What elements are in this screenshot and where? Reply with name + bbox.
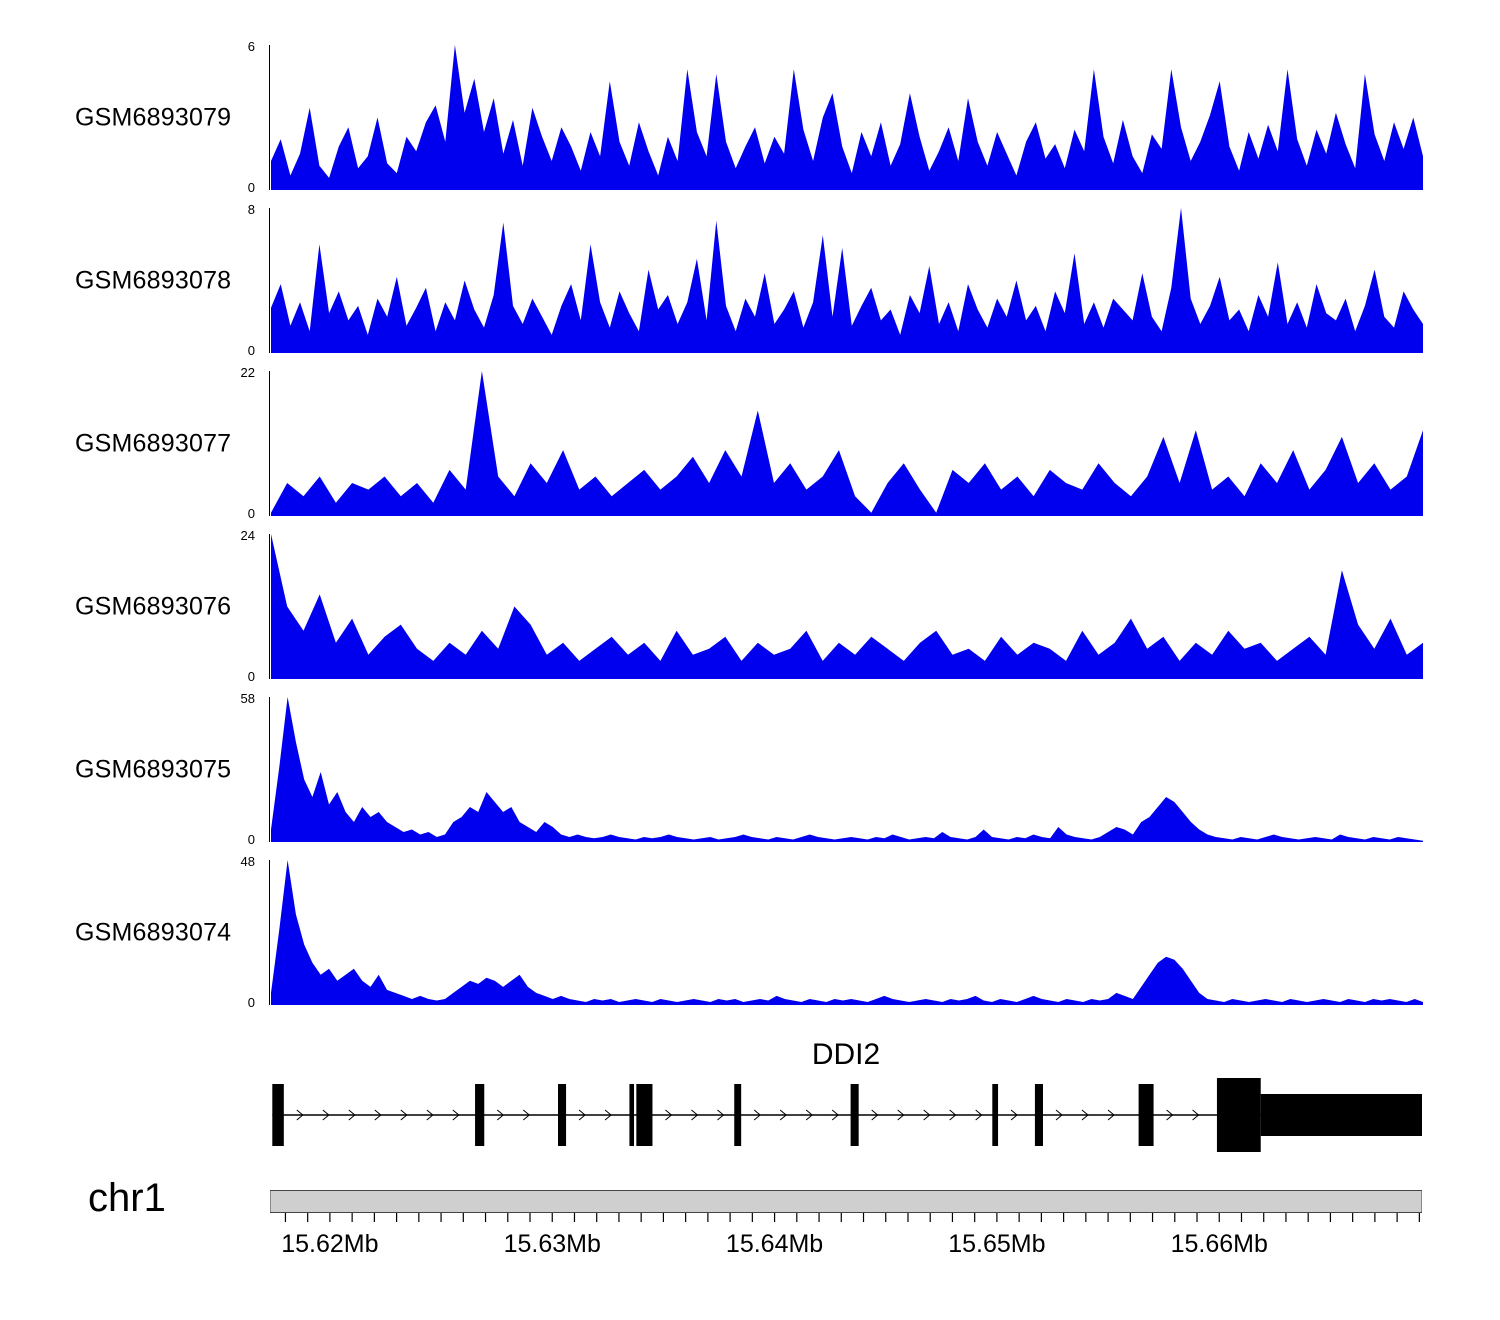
y-axis-zero: 0 — [247, 343, 255, 358]
coverage-plot — [271, 45, 1423, 190]
y-axis-zero: 0 — [247, 669, 255, 684]
svg-text:15.63Mb: 15.63Mb — [504, 1230, 601, 1258]
gene-model-svg — [272, 1078, 1422, 1152]
coverage-plot-area — [269, 45, 1423, 190]
chromosome-label: chr1 — [88, 1176, 166, 1220]
svg-text:15.62Mb: 15.62Mb — [281, 1230, 378, 1258]
y-axis-max: 48 — [240, 854, 255, 869]
y-axis-zero: 0 — [247, 506, 255, 521]
coverage-plot — [271, 697, 1423, 842]
coverage-plot-area — [269, 534, 1423, 679]
y-axis-max: 58 — [240, 691, 255, 706]
y-axis-zero: 0 — [247, 180, 255, 195]
y-axis-zero: 0 — [247, 995, 255, 1010]
svg-text:15.66Mb: 15.66Mb — [1171, 1230, 1268, 1258]
coverage-plot — [271, 371, 1423, 516]
y-axis-max: 8 — [247, 202, 255, 217]
track-label: GSM6893079 — [75, 103, 232, 131]
svg-text:15.65Mb: 15.65Mb — [948, 1230, 1045, 1258]
coverage-plot — [271, 208, 1423, 353]
track-row: GSM6893077 22 0 — [0, 366, 1500, 520]
track-row: GSM6893076 24 0 — [0, 529, 1500, 683]
y-axis-max: 6 — [247, 39, 255, 54]
track-row: GSM6893078 8 0 — [0, 203, 1500, 357]
coverage-plot — [271, 534, 1423, 679]
coverage-plot — [271, 860, 1423, 1005]
track-label: GSM6893074 — [75, 918, 232, 946]
track-label: GSM6893075 — [75, 755, 232, 783]
track-label: GSM6893078 — [75, 266, 232, 294]
coverage-plot-area — [269, 697, 1423, 842]
y-axis-zero: 0 — [247, 832, 255, 847]
y-axis-max: 24 — [240, 528, 255, 543]
y-axis-max: 22 — [240, 365, 255, 380]
track-label: GSM6893077 — [75, 429, 232, 457]
track-label: GSM6893076 — [75, 592, 232, 620]
coverage-plot-area — [269, 860, 1423, 1005]
coverage-tracks: GSM6893079 6 0 GSM6893078 8 0 GSM6893077… — [0, 40, 1500, 1009]
svg-text:15.64Mb: 15.64Mb — [726, 1230, 823, 1258]
gene-name-label: DDI2 — [811, 1038, 881, 1071]
track-row: GSM6893075 58 0 — [0, 692, 1500, 846]
coverage-plot-area — [269, 371, 1423, 516]
coverage-plot-area — [269, 208, 1423, 353]
track-row: GSM6893079 6 0 — [0, 40, 1500, 194]
track-row: GSM6893074 48 0 — [0, 855, 1500, 1009]
ruler-svg: 15.62Mb 15.63Mb 15.64Mb 15.65Mb 15.66Mb — [270, 1190, 1422, 1258]
